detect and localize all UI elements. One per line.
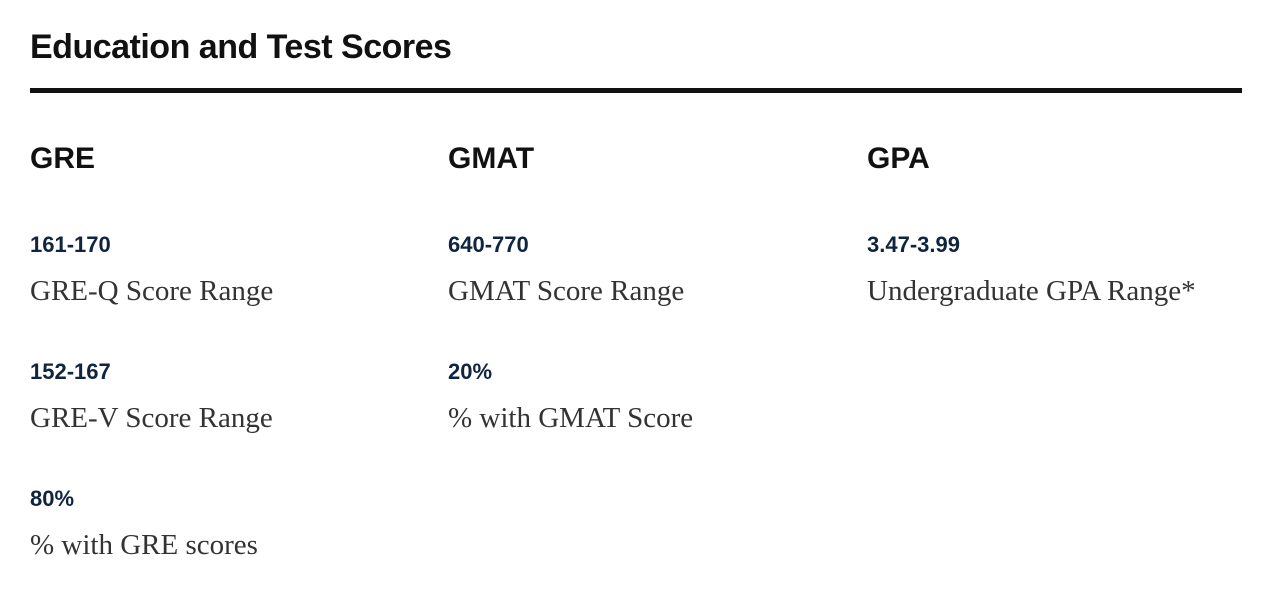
- stat-label: % with GRE scores: [30, 529, 258, 561]
- stat-value: 3.47-3.99: [867, 232, 960, 257]
- stat-label: GMAT Score Range: [448, 275, 685, 307]
- education-test-scores-section: Education and Test Scores GRE 161-170 GR…: [30, 0, 1242, 601]
- gmat-heading: GMAT: [448, 142, 535, 175]
- stat-value: 80%: [30, 486, 75, 511]
- gpa-heading: GPA: [867, 142, 930, 175]
- stat-label: GRE-Q Score Range: [30, 275, 274, 307]
- stat-label: GRE-V Score Range: [30, 402, 273, 434]
- gre-heading: GRE: [30, 142, 96, 175]
- stat-value: 20%: [448, 359, 493, 384]
- stat-value: 640-770: [448, 232, 529, 257]
- stat-value: 161-170: [30, 232, 111, 257]
- stat-label: % with GMAT Score: [448, 402, 694, 434]
- stat-value: 152-167: [30, 359, 111, 384]
- section-divider: [30, 88, 1242, 93]
- stat-label: Undergraduate GPA Range*: [867, 275, 1196, 307]
- section-title: Education and Test Scores: [30, 28, 452, 66]
